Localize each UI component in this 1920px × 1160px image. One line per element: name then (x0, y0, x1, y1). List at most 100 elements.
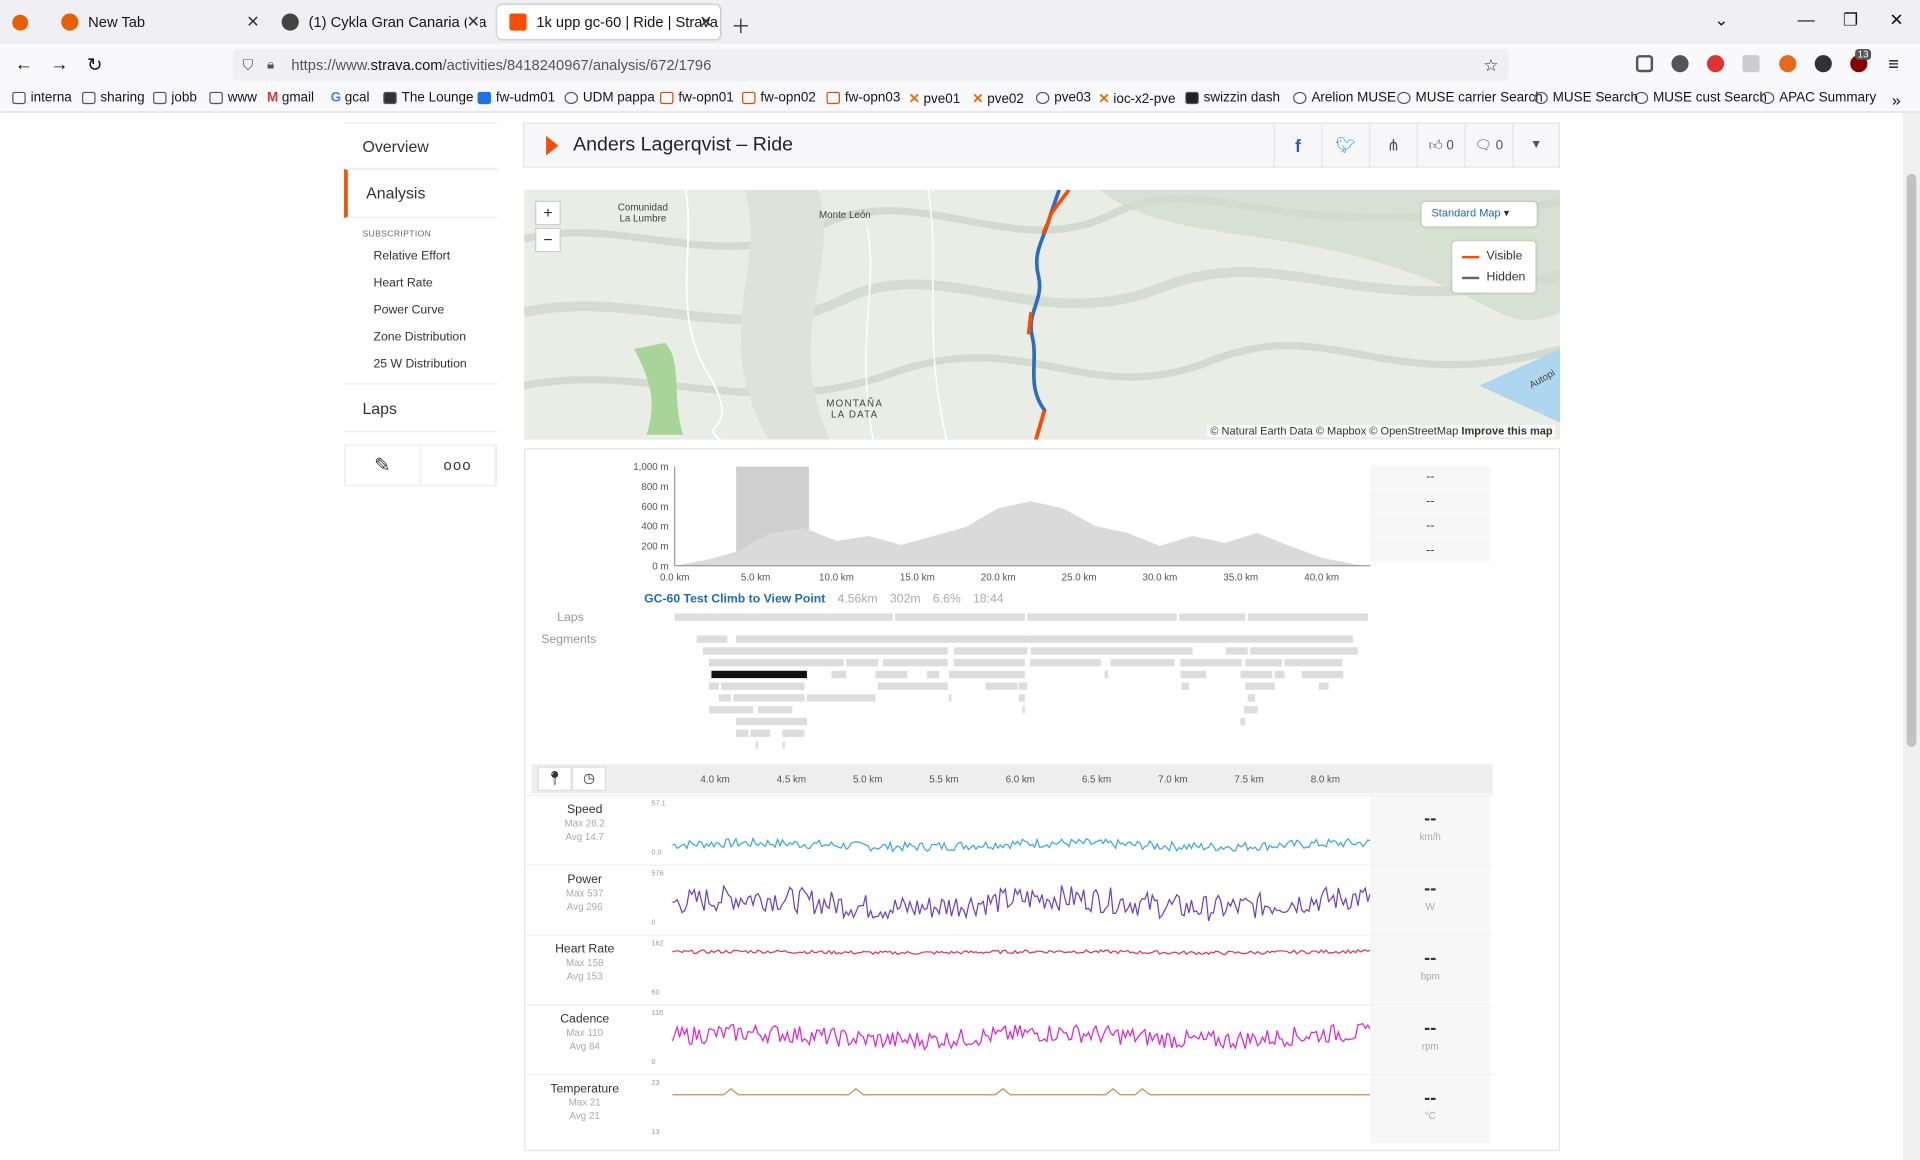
nav-heart-rate[interactable]: Heart Rate (373, 276, 433, 291)
bookmark-pve01[interactable]: ✕ pve01 (908, 91, 961, 107)
segment-bar[interactable] (702, 647, 948, 655)
camera-icon[interactable] (1742, 55, 1760, 73)
page-scrollbar[interactable] (1902, 112, 1920, 1160)
stream-line-chart[interactable] (672, 798, 1371, 862)
segment-bar[interactable] (1180, 670, 1207, 679)
vpn-icon[interactable] (1706, 55, 1725, 73)
bookmark-swizzin[interactable]: swizzin dash (1185, 91, 1280, 105)
segment-bar[interactable] (733, 694, 805, 702)
selected-segment-bar[interactable] (711, 670, 807, 679)
segment-bar[interactable] (953, 659, 1025, 667)
stream-row-heart-rate[interactable]: Heart Rate Max 158 Avg 153 162 60 -- bpm (525, 934, 1493, 1005)
segment-bar[interactable] (948, 694, 952, 702)
extension-icon[interactable] (1779, 55, 1797, 73)
segment-bar[interactable] (721, 682, 805, 690)
segment-bar[interactable] (1110, 659, 1175, 667)
segment-bar[interactable] (1225, 647, 1248, 655)
segment-bar[interactable] (877, 682, 948, 690)
segment-bar[interactable] (1244, 706, 1258, 714)
nav-zone-distribution[interactable]: Zone Distribution (373, 330, 467, 345)
clock-icon[interactable]: ◷ (571, 766, 607, 792)
twitter-share-button[interactable]: 🐦︎ (1321, 123, 1369, 167)
tab-list-icon[interactable]: ⌄ (1714, 9, 1729, 30)
stream-row-temperature[interactable]: Temperature Max 21 Avg 21 23 13 -- °C (525, 1073, 1493, 1144)
legend-visible[interactable]: Visible (1462, 246, 1526, 267)
lap-bar[interactable] (895, 613, 1025, 621)
bookmark-folder[interactable]: www (209, 91, 257, 105)
lap-bar[interactable] (1027, 613, 1177, 621)
restore-button[interactable]: ❐ (1842, 9, 1859, 30)
bookmark-folder[interactable]: sharing (82, 91, 145, 105)
bookmark-muse-search[interactable]: MUSE Search (1534, 91, 1638, 105)
stream-row-speed[interactable]: Speed Max 26.2 Avg 14.7 57.1 0.0 -- km/h (525, 794, 1493, 865)
segment-bar[interactable] (735, 729, 749, 737)
segment-bar[interactable] (782, 741, 785, 749)
segment-bar[interactable] (782, 729, 805, 737)
url-bar[interactable]: ⛉ 🔒︎ https://www.strava.com/activities/8… (232, 48, 1509, 81)
tab-strava[interactable]: 1k upp gc-60 | Ride | Strava ✕ (497, 4, 721, 40)
bookmark-opn03[interactable]: fw-opn03 (826, 91, 900, 105)
segment-bar[interactable] (1022, 706, 1025, 714)
lap-bar[interactable] (1247, 613, 1368, 621)
segment-bar[interactable] (1029, 635, 1354, 643)
improve-map-link[interactable]: Improve this map (1461, 424, 1553, 438)
segment-bar[interactable] (1029, 659, 1101, 667)
bookmark-opn01[interactable]: fw-opn01 (660, 91, 734, 105)
segment-bar[interactable] (1180, 659, 1242, 667)
scroll-thumb[interactable] (1906, 173, 1917, 747)
segment-bar[interactable] (708, 706, 754, 714)
bookmark-apac[interactable]: APAC Summary (1760, 91, 1876, 105)
bookmark-star-icon[interactable]: ☆ (1483, 55, 1499, 75)
chevron-right-icon[interactable]: » (1891, 90, 1901, 109)
segments-grid[interactable] (525, 611, 1561, 758)
bookmark-muse-cust[interactable]: MUSE cust Search (1634, 91, 1767, 105)
menu-icon[interactable]: ≡ (1888, 53, 1899, 75)
segment-bar[interactable] (735, 635, 1030, 643)
elevation-chart[interactable]: 1,000 m 800 m 600 m 400 m 200 m 0 m0.0 km 5.0 … (525, 449, 1561, 590)
segment-bar[interactable] (708, 682, 719, 690)
segment-bar[interactable] (1274, 670, 1285, 679)
segment-bar[interactable] (1018, 694, 1025, 702)
segment-bar[interactable] (953, 647, 1028, 655)
zoom-in-button[interactable]: + (535, 200, 561, 226)
close-icon[interactable]: ✕ (699, 12, 713, 31)
segment-bar[interactable] (1318, 682, 1329, 690)
segment-bar[interactable] (1247, 694, 1256, 702)
legend-hidden[interactable]: Hidden (1462, 267, 1526, 288)
stream-line-chart[interactable] (672, 1008, 1371, 1072)
bookmark-opn02[interactable]: fw-opn02 (742, 91, 816, 105)
bookmark-udm[interactable]: fw-udm01 (477, 91, 555, 105)
segment-bar[interactable] (1240, 670, 1273, 679)
segment-bar[interactable] (696, 635, 728, 643)
nav-analysis[interactable]: Analysis (344, 168, 498, 218)
edit-pencil-icon[interactable]: ✎ (345, 445, 421, 485)
tab-cykla[interactable]: (1) Cykla Gran Canaria (Kanarie ✕ (269, 5, 487, 39)
map-pin-icon[interactable]: 📍︎ (537, 766, 572, 792)
segment-bar[interactable] (708, 659, 844, 667)
segment-bar[interactable] (750, 729, 771, 737)
stream-line-chart[interactable] (672, 938, 1371, 1002)
stream-row-power[interactable]: Power Max 537 Avg 296 576 0 -- W (525, 864, 1493, 935)
bookmark-lounge[interactable]: The Lounge (383, 91, 474, 105)
firefox-icon[interactable] (12, 14, 29, 31)
segment-bar[interactable] (985, 682, 1018, 690)
bookmark-arelion[interactable]: Arelion MUSE (1293, 91, 1396, 105)
close-window-button[interactable]: ✕ (1889, 9, 1904, 30)
stream-row-cadence[interactable]: Cadence Max 110 Avg 84 116 0 -- rpm (525, 1004, 1493, 1074)
segment-bar[interactable] (1301, 670, 1344, 679)
segment-bar[interactable] (1284, 659, 1343, 667)
segment-bar[interactable] (1181, 682, 1189, 690)
bookmark-folder[interactable]: interna (12, 91, 72, 105)
selected-segment[interactable]: GC-60 Test Climb to View Point 4.56km 30… (644, 593, 1004, 606)
bookmark-pve03[interactable]: pve03 (1035, 91, 1091, 105)
segment-bar[interactable] (1245, 659, 1283, 667)
bookmark-muse-carrier[interactable]: MUSE carrier Search (1397, 91, 1543, 105)
segment-bar[interactable] (831, 670, 847, 679)
segment-bar[interactable] (735, 717, 758, 726)
more-options-icon[interactable]: ooo (421, 445, 496, 485)
bookmark-ioc[interactable]: ✕ ioc-x2-pve (1098, 91, 1176, 107)
lap-bar[interactable] (674, 613, 893, 621)
nav-relative-effort[interactable]: Relative Effort (373, 249, 451, 264)
reload-icon[interactable]: ↻ (86, 55, 103, 76)
